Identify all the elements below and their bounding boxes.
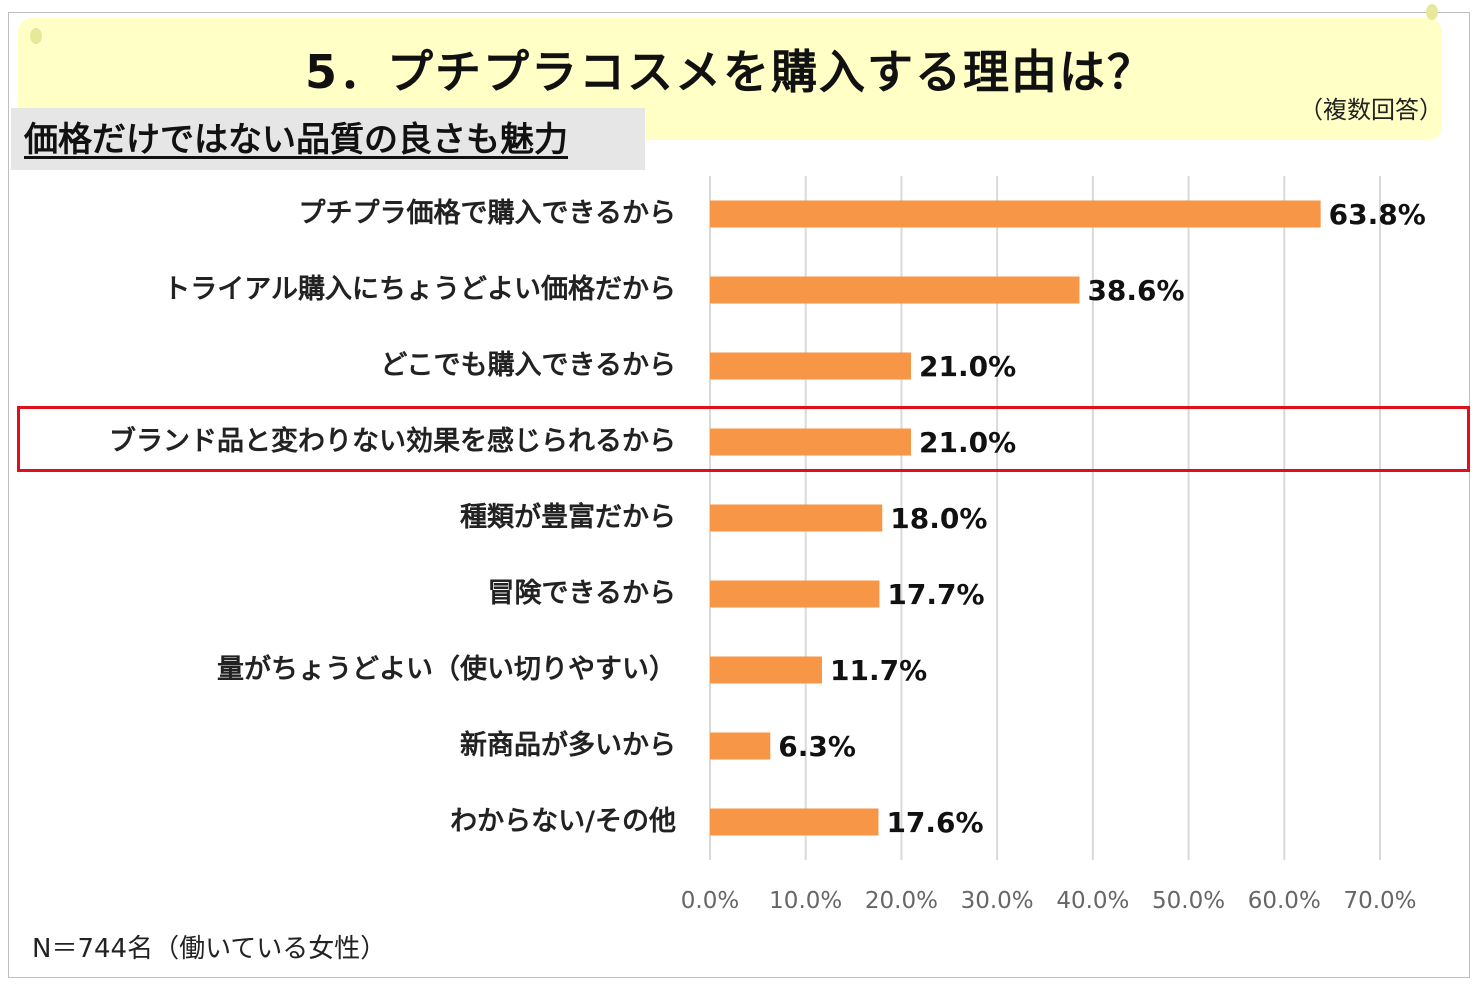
x-tick-label: 30.0%: [961, 888, 1034, 914]
bar: [710, 428, 911, 456]
value-label: 21.0%: [919, 426, 1016, 459]
value-label: 21.0%: [919, 350, 1016, 383]
value-label: 18.0%: [890, 502, 987, 535]
multiple-answer-note: （複数回答）: [1299, 96, 1443, 124]
bar: [710, 276, 1080, 304]
category-label: プチプラ価格で購入できるから: [299, 198, 676, 229]
category-label: ブランド品と変わりない効果を感じられるから: [109, 425, 676, 457]
x-tick-label: 10.0%: [769, 888, 842, 914]
value-label: 6.3%: [778, 730, 856, 763]
value-label: 17.7%: [887, 578, 984, 611]
highlight-box: [17, 406, 1470, 472]
x-tick-label: 50.0%: [1152, 888, 1225, 914]
value-label: 11.7%: [830, 654, 927, 687]
value-label: 38.6%: [1087, 274, 1184, 307]
sample-size-note: N＝744名（働いている女性）: [32, 934, 387, 964]
bar: [710, 732, 771, 760]
bar: [710, 656, 822, 684]
category-label: 冒険できるから: [488, 578, 676, 609]
x-tick-label: 20.0%: [865, 888, 938, 914]
bar: [710, 504, 883, 532]
category-label: わからない/その他: [450, 806, 676, 837]
category-label: 種類が豊富だから: [460, 501, 676, 533]
value-label: 17.6%: [886, 806, 983, 839]
value-label: 63.8%: [1329, 198, 1426, 231]
category-label: どこでも購入できるから: [380, 350, 676, 381]
subtitle: 価格だけではない品質の良さも魅力: [24, 120, 568, 160]
subtitle-background: [11, 108, 645, 170]
bar: [710, 200, 1321, 228]
bar: [710, 808, 879, 836]
category-label: 量がちょうどよい（使い切りやすい）: [217, 653, 676, 685]
category-label: トライアル購入にちょうどよい価格だから: [163, 274, 676, 305]
banner-curl-right: [1426, 4, 1438, 20]
x-tick-label: 40.0%: [1056, 888, 1129, 914]
bar: [710, 352, 911, 380]
x-tick-label: 0.0%: [681, 888, 739, 914]
x-tick-label: 70.0%: [1343, 888, 1416, 914]
page-title: 5．プチプラコスメを購入する理由は？: [304, 45, 1155, 99]
category-label: 新商品が多いから: [460, 729, 676, 761]
bar: [710, 580, 880, 608]
banner-curl-left: [30, 28, 42, 44]
x-tick-label: 60.0%: [1248, 888, 1321, 914]
